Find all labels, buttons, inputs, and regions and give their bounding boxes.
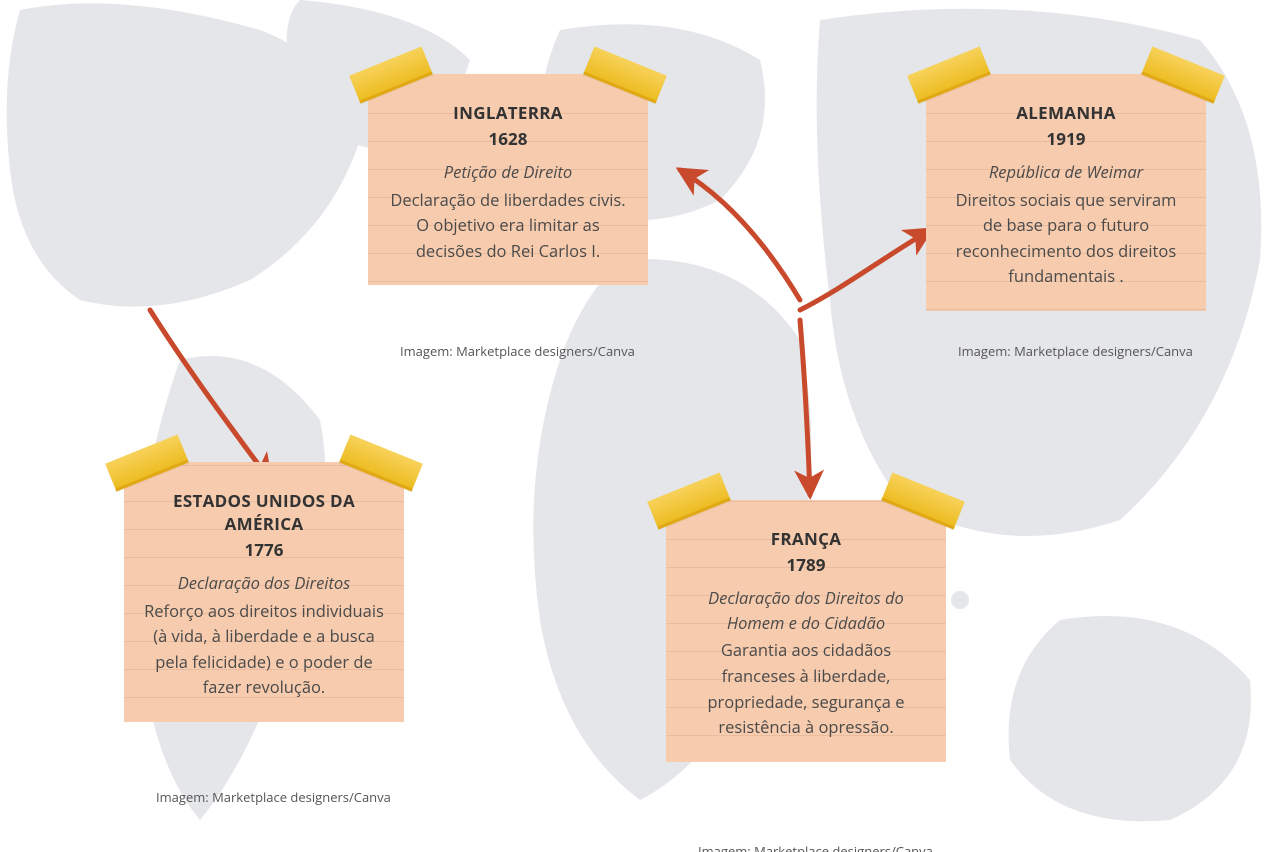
note-year: 1776 [144,538,384,561]
note-year: 1628 [388,127,628,150]
image-credit: Imagem: Marketplace designers/Canva [156,788,391,806]
note-subtitle: República de Weimar [946,160,1186,185]
note-year: 1919 [946,127,1186,150]
note-body: Garantia aos cidadãos franceses à liberd… [686,637,926,739]
note-title: ALEMANHA [946,102,1186,125]
note-paper: INGLATERRA 1628 Petição de Direito Decla… [368,74,648,285]
image-credit: Imagem: Marketplace designers/Canva [400,342,635,360]
note-title: INGLATERRA [388,102,628,125]
note-england: INGLATERRA 1628 Petição de Direito Decla… [368,74,648,285]
note-subtitle: Declaração dos Direitos [144,571,384,596]
image-credit: Imagem: Marketplace designers/Canva [698,842,933,852]
note-body: Declaração de liberdades civis. O objeti… [388,187,628,264]
note-subtitle: Petição de Direito [388,160,628,185]
note-germany: ALEMANHA 1919 República de Weimar Direit… [926,74,1206,311]
note-paper: ESTADOS UNIDOS DA AMÉRICA 1776 Declaraçã… [124,462,404,722]
note-body: Reforço aos direitos individuais (à vida… [144,598,384,700]
note-usa: ESTADOS UNIDOS DA AMÉRICA 1776 Declaraçã… [124,462,404,722]
note-paper: FRANÇA 1789 Declaração dos Direitos do H… [666,500,946,762]
note-body: Direitos sociais que serviram de base pa… [946,187,1186,289]
note-title: FRANÇA [686,528,926,551]
note-france: FRANÇA 1789 Declaração dos Direitos do H… [666,500,946,762]
note-title: ESTADOS UNIDOS DA AMÉRICA [144,490,384,536]
note-year: 1789 [686,553,926,576]
note-subtitle: Declaração dos Direitos do Homem e do Ci… [686,586,926,636]
image-credit: Imagem: Marketplace designers/Canva [958,342,1193,360]
note-paper: ALEMANHA 1919 República de Weimar Direit… [926,74,1206,311]
